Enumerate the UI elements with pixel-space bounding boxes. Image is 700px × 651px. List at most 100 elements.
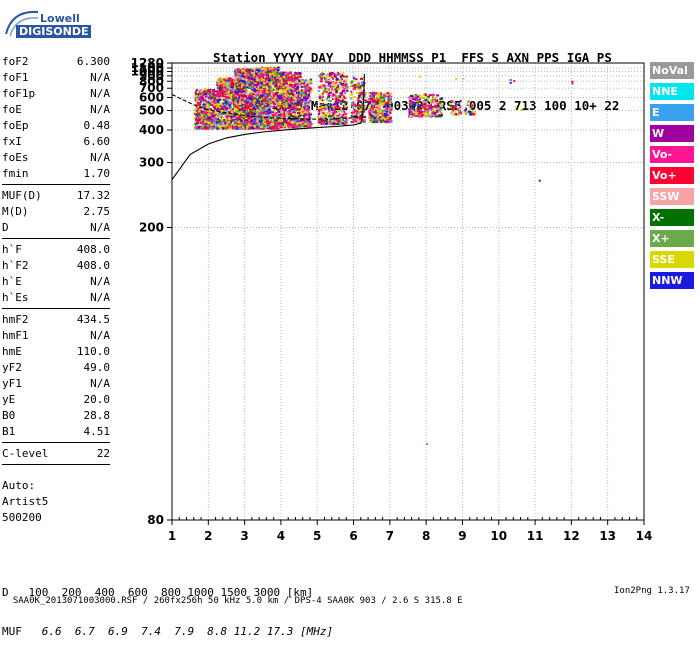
echo-point (211, 102, 213, 104)
echo-point (387, 92, 389, 94)
echo-point (389, 92, 391, 94)
echo-point (248, 69, 251, 71)
echo-point (226, 124, 228, 126)
echo-point (256, 120, 259, 122)
echo-point (219, 79, 221, 81)
echo-point (244, 123, 246, 125)
echo-point (328, 109, 330, 111)
echo-point (296, 80, 298, 82)
echo-point (340, 76, 342, 78)
echo-point (231, 90, 233, 92)
echo-point (218, 113, 221, 115)
echo-point (274, 96, 276, 98)
echo-point (289, 81, 292, 83)
echo-point (285, 113, 288, 115)
echo-point (197, 99, 199, 101)
echo-point (310, 88, 312, 90)
echo-point (226, 83, 228, 85)
echo-point (318, 111, 320, 113)
echo-point (272, 72, 274, 74)
echo-point (322, 93, 324, 95)
echo-point (283, 115, 286, 117)
echo-point (235, 74, 237, 76)
echo-point (292, 84, 294, 86)
echo-point (247, 76, 250, 78)
echo-point (249, 87, 252, 89)
echo-point (222, 122, 224, 124)
echo-point (282, 96, 285, 98)
echo-point (243, 108, 246, 110)
echo-point (234, 97, 237, 99)
echo-point (358, 95, 361, 97)
echo-point (266, 113, 268, 115)
echo-point (248, 127, 250, 129)
echo-point (333, 110, 335, 112)
echo-point (309, 121, 312, 123)
echo-point (231, 82, 233, 84)
echo-point (332, 123, 334, 125)
echo-point (272, 101, 274, 103)
echo-point (259, 74, 262, 76)
echo-point (284, 72, 286, 74)
echo-point (330, 86, 333, 88)
echo-point (296, 88, 299, 90)
echo-point (368, 108, 371, 110)
echo-point (287, 103, 289, 105)
echo-point (231, 116, 233, 118)
echo-point (286, 86, 289, 88)
echo-point (280, 105, 282, 107)
echo-point (261, 89, 263, 91)
echo-point (221, 93, 223, 95)
echo-point (358, 100, 361, 102)
echo-point (294, 90, 296, 92)
echo-point (293, 106, 295, 108)
echo-point (214, 112, 216, 114)
echo-point (278, 106, 280, 108)
echo-point (331, 76, 333, 78)
echo-point (251, 85, 253, 87)
echo-point (381, 110, 384, 112)
echo-point (303, 83, 305, 85)
echo-point (270, 101, 272, 103)
echo-point (254, 113, 256, 115)
echo-point (269, 74, 271, 76)
echo-point (241, 122, 243, 124)
echo-point (284, 120, 287, 122)
echo-point (299, 93, 301, 95)
echo-point (198, 110, 200, 112)
echo-point (267, 95, 269, 97)
echo-point (288, 98, 291, 100)
echo-point (301, 101, 303, 103)
echo-point (218, 81, 220, 83)
echo-point (266, 91, 269, 93)
echo-point (375, 105, 377, 107)
echo-point (204, 93, 207, 95)
echo-point (328, 81, 330, 83)
echo-point (241, 80, 244, 82)
echo-point (410, 108, 412, 110)
echo-point (340, 116, 342, 118)
echo-point (384, 114, 387, 116)
echo-point (388, 118, 391, 120)
echo-point (216, 84, 218, 86)
echo-point (208, 97, 210, 99)
echo-point (210, 108, 212, 110)
echo-point (356, 113, 358, 115)
echo-point (256, 107, 258, 109)
echo-point (265, 107, 267, 109)
echo-point (238, 125, 240, 127)
echo-point (390, 107, 393, 109)
echo-point (327, 74, 329, 76)
echo-point (267, 68, 269, 70)
echo-point (262, 75, 264, 77)
echo-point (282, 109, 284, 111)
echo-point (198, 103, 201, 105)
echo-point (337, 95, 339, 97)
echo-point (222, 81, 225, 83)
echo-point (260, 112, 262, 114)
echo-point (379, 107, 381, 109)
echo-point (351, 121, 354, 123)
echo-point (217, 124, 219, 126)
echo-point (234, 124, 236, 126)
echo-point (375, 97, 377, 99)
